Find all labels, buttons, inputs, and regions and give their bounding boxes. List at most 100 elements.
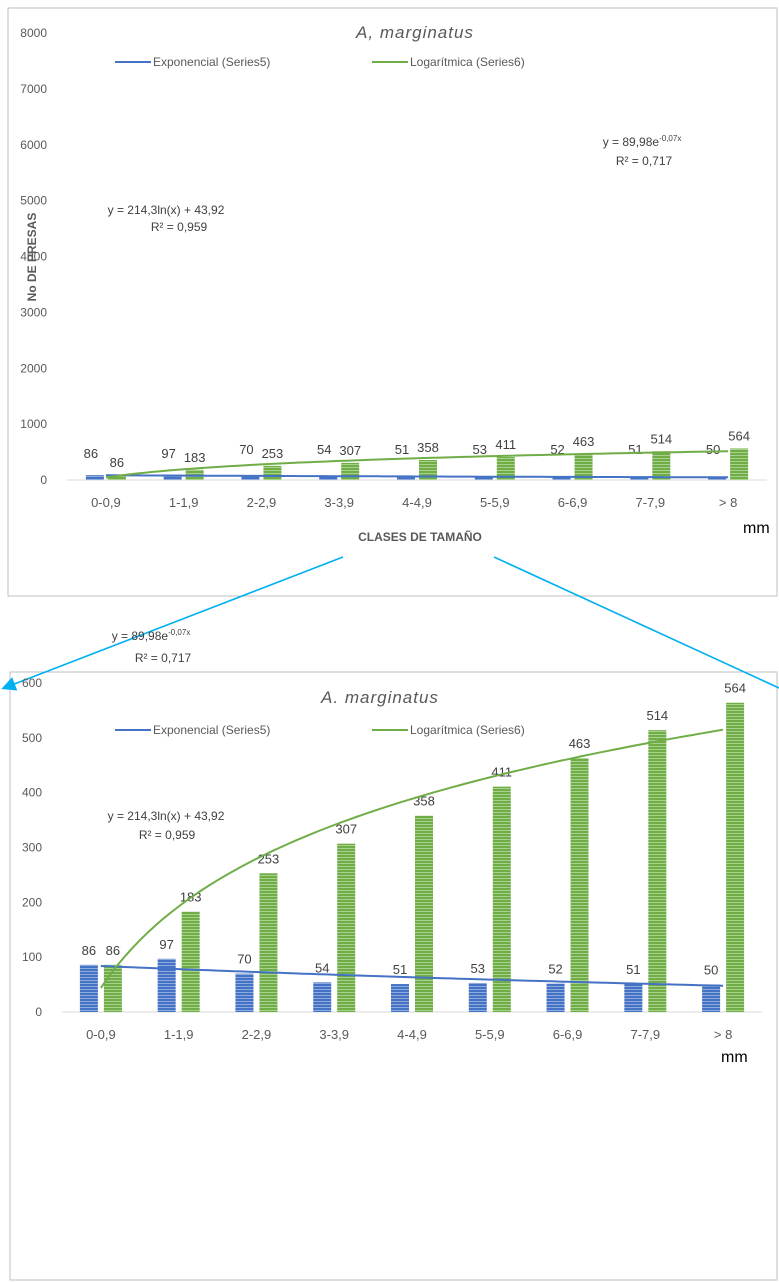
trend-equation: y = 89,98e-0,07x (603, 134, 682, 149)
bar-series5-2 (235, 973, 254, 1012)
x-tick-label: 1-1,9 (169, 495, 199, 510)
y-tick-label: 100 (22, 950, 42, 964)
data-label-series6: 253 (262, 446, 284, 461)
bar-series6-0 (107, 475, 126, 480)
y-tick-label: 400 (22, 786, 42, 800)
x-tick-label: 4-4,9 (402, 495, 432, 510)
data-label-series5: 51 (626, 962, 640, 977)
x-tick-label: 0-0,9 (86, 1027, 116, 1042)
legend-label: Logarítmica (Series6) (410, 55, 525, 69)
x-tick-label: 2-2,9 (242, 1027, 272, 1042)
data-label-series5: 52 (548, 961, 562, 976)
x-tick-label: 7-7,9 (636, 495, 666, 510)
y-tick-label: 6000 (20, 138, 47, 152)
x-tick-label: 4-4,9 (397, 1027, 427, 1042)
bar-series6-5 (496, 457, 515, 480)
y-tick-label: 8000 (20, 26, 47, 40)
data-label-series5: 53 (473, 442, 487, 457)
y-tick-label: 500 (22, 731, 42, 745)
data-label-series6: 514 (646, 708, 668, 723)
unit-label: mm (721, 1049, 748, 1066)
x-tick-label: 7-7,9 (631, 1027, 661, 1042)
data-label-series6: 307 (339, 443, 361, 458)
data-label-series6: 358 (417, 440, 439, 455)
trendline-exp (105, 474, 729, 479)
trend-equation: y = 214,3ln(x) + 43,92 (108, 203, 225, 217)
bar-series6-4 (415, 815, 433, 1012)
data-label-series6: 514 (650, 431, 672, 446)
bar-series6-1 (181, 911, 200, 1012)
trend-r2: R² = 0,959 (151, 220, 208, 234)
y-tick-label: 300 (22, 841, 42, 855)
bar-series5-1 (157, 958, 176, 1012)
data-label-series5: 52 (550, 442, 564, 457)
bar-series6-3 (341, 462, 360, 480)
bar-series5-3 (319, 476, 338, 480)
unit-label: mm (743, 520, 770, 537)
data-label-series5: 70 (237, 952, 251, 967)
data-label-series6: 86 (110, 455, 124, 470)
x-tick-label: 3-3,9 (324, 495, 354, 510)
bar-series5-0 (79, 964, 98, 1012)
data-label-series5: 53 (471, 961, 485, 976)
data-label-series6: 183 (184, 450, 206, 465)
legend-label: Logarítmica (Series6) (410, 723, 525, 737)
x-tick-label: 5-5,9 (480, 495, 510, 510)
bar-series6-8 (730, 448, 749, 480)
y-axis-title: No DE PRESAS (25, 213, 39, 302)
bar-series6-8 (726, 702, 745, 1012)
data-label-series5: 97 (161, 446, 175, 461)
bar-series6-5 (492, 786, 511, 1012)
data-label-series6: 86 (106, 943, 120, 958)
trendline-log (100, 728, 724, 989)
bar-series6-6 (570, 758, 589, 1012)
trend-r2: R² = 0,959 (139, 828, 196, 842)
x-tick-label: 6-6,9 (558, 495, 588, 510)
bar-series6-7 (648, 730, 667, 1012)
y-tick-label: 4000 (20, 250, 47, 264)
data-label-series5: 54 (315, 960, 329, 975)
legend-label: Exponencial (Series5) (153, 55, 270, 69)
chart-title: A, marginatus (355, 23, 474, 42)
bar-series5-8 (702, 984, 721, 1012)
data-label-series6: 307 (335, 822, 357, 837)
data-label-series5: 54 (317, 442, 331, 457)
trendline-log (105, 450, 729, 479)
data-label-series5: 51 (395, 442, 409, 457)
bar-series5-7 (624, 984, 643, 1012)
y-tick-label: 0 (35, 1005, 42, 1019)
trend-equation: y = 89,98e-0,07x (112, 628, 191, 643)
data-label-series6: 564 (724, 681, 746, 696)
bar-series5-6 (552, 477, 571, 480)
trendline-exp (100, 965, 724, 987)
x-tick-label: 0-0,9 (91, 495, 121, 510)
data-label-series5: 97 (159, 937, 173, 952)
x-tick-label: 6-6,9 (553, 1027, 583, 1042)
zoom-arrow-left (1, 556, 344, 691)
trend-equation: y = 214,3ln(x) + 43,92 (108, 809, 225, 823)
data-label-series5: 86 (84, 446, 98, 461)
x-tick-label: 1-1,9 (164, 1027, 194, 1042)
bar-series5-0 (85, 475, 104, 480)
overview-chart: 0 1000 2000 3000 4000 5000 6000 7000 8000 86 86 0-0… (20, 23, 769, 544)
trend-r2: R² = 0,717 (616, 154, 673, 168)
y-tick-label: 2000 (20, 361, 47, 375)
bar-series5-5 (468, 982, 487, 1012)
chart-title: A. marginatus (320, 688, 439, 707)
y-tick-label: 5000 (20, 194, 47, 208)
x-tick-label: > 8 (714, 1027, 732, 1042)
bar-series6-6 (574, 454, 593, 480)
data-label-series6: 564 (728, 428, 750, 443)
y-tick-label: 200 (22, 895, 42, 909)
data-label-series6: 463 (573, 434, 595, 449)
bar-series5-7 (630, 477, 649, 480)
x-tick-label: 5-5,9 (475, 1027, 505, 1042)
y-tick-label: 3000 (20, 305, 47, 319)
data-label-series5: 50 (706, 442, 720, 457)
data-label-series6: 463 (569, 736, 591, 751)
bar-series5-3 (313, 982, 332, 1012)
x-tick-label: 2-2,9 (247, 495, 277, 510)
data-label-series6: 411 (495, 437, 516, 452)
